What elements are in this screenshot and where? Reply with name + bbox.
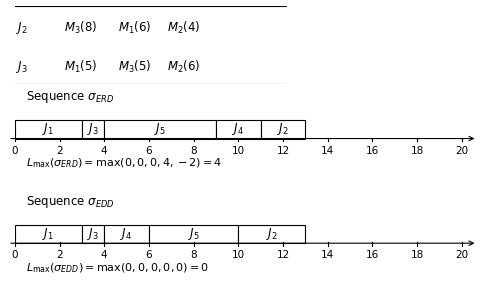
Text: 20: 20: [455, 146, 468, 156]
Text: $J_{1}$: $J_{1}$: [42, 121, 54, 138]
Text: 8: 8: [190, 146, 197, 156]
Text: 0: 0: [11, 146, 18, 156]
Text: $J_{5}$: $J_{5}$: [154, 121, 166, 138]
Text: $J_2$: $J_2$: [16, 20, 28, 36]
Text: 10: 10: [232, 146, 245, 156]
Text: $L_{\mathrm{max}}(\sigma_{ERD}) = \max(0,0,0,4,-2) = 4$: $L_{\mathrm{max}}(\sigma_{ERD}) = \max(0…: [26, 157, 222, 170]
Text: $J_{1}$: $J_{1}$: [42, 226, 54, 242]
Text: 12: 12: [276, 251, 289, 260]
Text: $L_{\mathrm{max}}(\sigma_{EDD}) = \max(0,0,0,0,0) = 0$: $L_{\mathrm{max}}(\sigma_{EDD}) = \max(0…: [26, 261, 209, 275]
Text: 12: 12: [276, 146, 289, 156]
Text: 2: 2: [56, 146, 63, 156]
Text: $M_2$(6): $M_2$(6): [167, 59, 201, 75]
Text: $J_{4}$: $J_{4}$: [232, 121, 245, 138]
Text: $J_{4}$: $J_{4}$: [121, 226, 132, 242]
Text: $M_3$(8): $M_3$(8): [64, 20, 97, 36]
Bar: [82, 225, 104, 243]
Text: 0: 0: [11, 251, 18, 260]
Text: $J_{2}$: $J_{2}$: [266, 226, 278, 242]
Bar: [82, 120, 104, 138]
Text: $M_3$(5): $M_3$(5): [118, 59, 152, 75]
Text: $J_{3}$: $J_{3}$: [87, 121, 99, 138]
Bar: [15, 225, 82, 243]
Text: $M_1$(6): $M_1$(6): [118, 20, 152, 36]
Text: 18: 18: [411, 146, 424, 156]
Bar: [15, 120, 82, 138]
Text: $M_1$(5): $M_1$(5): [64, 59, 97, 75]
Bar: [149, 225, 238, 243]
Text: 14: 14: [321, 146, 334, 156]
Text: 6: 6: [146, 146, 152, 156]
Text: 4: 4: [101, 251, 108, 260]
Bar: [238, 225, 305, 243]
Text: 16: 16: [366, 146, 379, 156]
Text: $J_{5}$: $J_{5}$: [188, 226, 200, 242]
Text: 20: 20: [455, 251, 468, 260]
Bar: [104, 225, 149, 243]
Text: 6: 6: [146, 251, 152, 260]
Text: 8: 8: [190, 251, 197, 260]
Text: $J_{3}$: $J_{3}$: [87, 226, 99, 242]
Text: Sequence $\sigma_{ERD}$: Sequence $\sigma_{ERD}$: [26, 89, 114, 105]
Text: 4: 4: [101, 146, 108, 156]
Text: 10: 10: [232, 251, 245, 260]
Text: 18: 18: [411, 251, 424, 260]
Text: $J_{2}$: $J_{2}$: [277, 121, 289, 138]
Bar: [216, 120, 261, 138]
Text: $J_3$: $J_3$: [16, 59, 28, 75]
Bar: [261, 120, 305, 138]
Text: Sequence $\sigma_{EDD}$: Sequence $\sigma_{EDD}$: [26, 194, 115, 210]
Text: $M_2$(4): $M_2$(4): [167, 20, 201, 36]
Text: 14: 14: [321, 251, 334, 260]
Text: 2: 2: [56, 251, 63, 260]
Bar: [104, 120, 216, 138]
Text: 16: 16: [366, 251, 379, 260]
